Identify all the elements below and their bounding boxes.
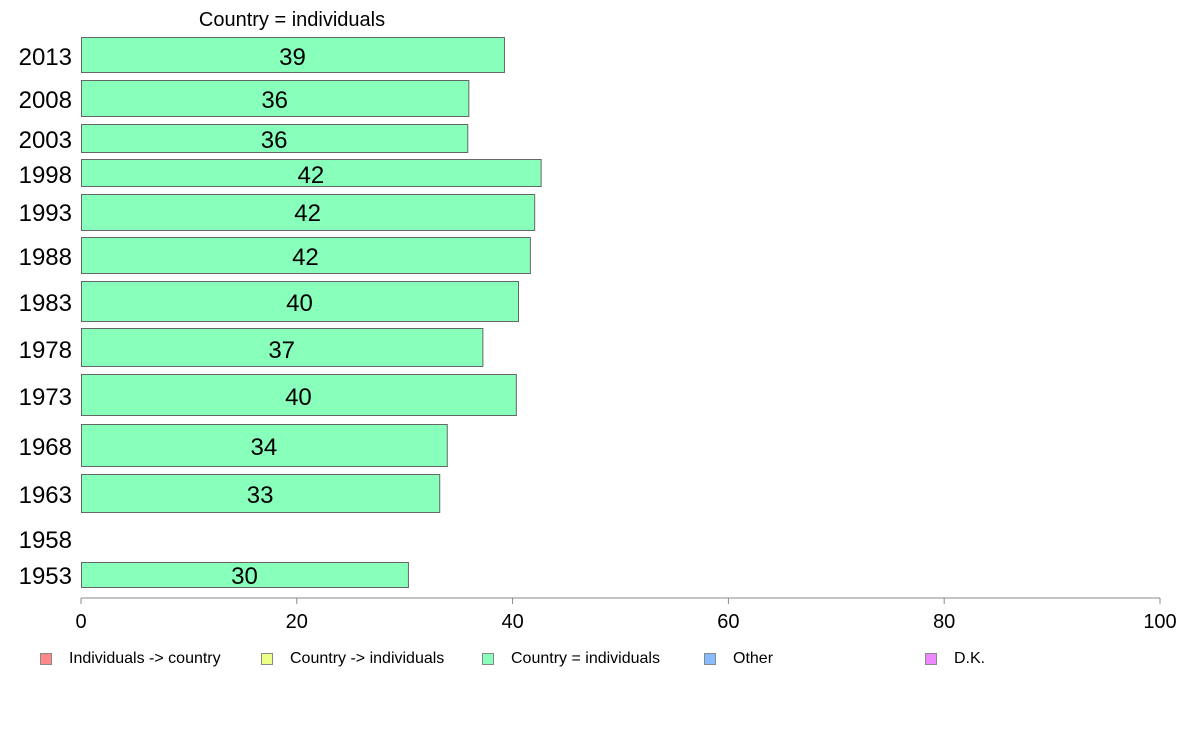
bar bbox=[81, 281, 519, 322]
x-tick-label: 60 bbox=[717, 611, 739, 633]
legend-swatch bbox=[40, 653, 52, 665]
x-tick-label: 20 bbox=[286, 611, 308, 633]
bar bbox=[81, 424, 448, 467]
y-tick-label: 2003 bbox=[19, 127, 72, 154]
y-tick-label: 2008 bbox=[19, 87, 72, 114]
legend-label: Country -> individuals bbox=[290, 650, 445, 667]
bar-value-label: 39 bbox=[279, 44, 306, 71]
y-tick-label: 1958 bbox=[19, 527, 72, 554]
legend-label: Other bbox=[733, 650, 774, 667]
bar-value-label: 40 bbox=[285, 384, 312, 411]
bar-value-label: 42 bbox=[294, 200, 321, 227]
bars-group: 2013 39 2008 36 2003 36 1998 42 1993 42 1988 42 1983… bbox=[19, 37, 542, 590]
bar bbox=[81, 80, 470, 117]
legend-label: D.K. bbox=[954, 650, 986, 667]
bar bbox=[81, 374, 517, 416]
y-tick-label: 1993 bbox=[19, 200, 72, 227]
bar bbox=[81, 159, 542, 187]
bar-value-label: 40 bbox=[286, 290, 313, 317]
y-tick-label: 1988 bbox=[19, 244, 72, 271]
chart-title: Country = individuals bbox=[199, 9, 385, 31]
legend-swatch bbox=[482, 653, 494, 665]
y-tick-label: 1973 bbox=[19, 384, 72, 411]
legend-item-country-to-individuals: Country -> individuals bbox=[261, 650, 444, 668]
bar bbox=[81, 194, 536, 231]
y-tick-label: 2013 bbox=[19, 44, 72, 71]
bar-value-label: 34 bbox=[251, 434, 278, 461]
y-tick-label: 1963 bbox=[19, 482, 72, 509]
x-tick-label: 40 bbox=[501, 611, 523, 633]
x-tick-label: 100 bbox=[1143, 611, 1176, 633]
bar bbox=[81, 37, 505, 73]
y-tick-label: 1953 bbox=[19, 563, 72, 590]
bar bbox=[81, 474, 441, 513]
bar bbox=[81, 328, 484, 367]
legend-swatch bbox=[704, 653, 716, 665]
x-tick-label: 0 bbox=[75, 611, 86, 633]
y-tick-label: 1983 bbox=[19, 290, 72, 317]
legend-label: Country = individuals bbox=[511, 650, 660, 667]
legend-swatch bbox=[261, 653, 273, 665]
bar bbox=[81, 562, 409, 588]
bar bbox=[81, 237, 531, 274]
y-tick-label: 1968 bbox=[19, 434, 72, 461]
legend-item-country-equals-individuals: Country = individuals bbox=[482, 650, 660, 668]
y-tick-label: 1998 bbox=[19, 162, 72, 189]
bar-value-label: 42 bbox=[297, 162, 324, 189]
legend-item-individuals-to-country: Individuals -> country bbox=[40, 650, 221, 668]
legend-label: Individuals -> country bbox=[69, 650, 221, 667]
bar-value-label: 42 bbox=[292, 244, 319, 271]
bar-value-label: 33 bbox=[247, 482, 274, 509]
legend: Individuals -> country Country -> indivi… bbox=[40, 650, 1140, 672]
y-tick-label: 1978 bbox=[19, 337, 72, 364]
legend-item-other: Other bbox=[704, 650, 773, 668]
bar-value-label: 37 bbox=[268, 337, 295, 364]
legend-item-dk: D.K. bbox=[925, 650, 985, 668]
bar-value-label: 36 bbox=[261, 87, 288, 114]
bar-value-label: 30 bbox=[231, 563, 258, 590]
bar-value-label: 36 bbox=[261, 127, 288, 154]
x-tick-label: 80 bbox=[933, 611, 955, 633]
legend-swatch bbox=[925, 653, 937, 665]
x-axis: 0 20 40 60 80 100 bbox=[75, 597, 1177, 633]
bar bbox=[81, 124, 469, 153]
